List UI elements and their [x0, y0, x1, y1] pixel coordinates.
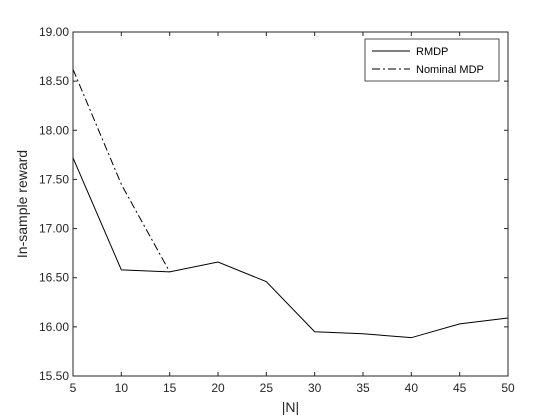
legend-box	[364, 38, 500, 82]
x-tick-label: 40	[405, 381, 419, 395]
y-tick-label: 15.50	[39, 369, 69, 383]
y-tick-label: 19.00	[39, 25, 69, 39]
y-tick-label: 17.00	[39, 222, 69, 236]
x-tick-label: 45	[453, 381, 467, 395]
x-axis-title: |N|	[282, 399, 299, 415]
x-tick-label: 15	[163, 381, 177, 395]
axis-ticks: 5 10 15 20 25 30 35 40 45 50 15.50 16.00 16.50 17.00 1…	[39, 25, 515, 395]
plot-frame	[72, 31, 509, 377]
y-axis-title: In-sample reward	[14, 150, 30, 258]
series-line-rmdp	[72, 157, 509, 339]
y-tick-label: 18.50	[39, 74, 69, 88]
x-tick-label: 5	[70, 381, 77, 395]
x-tick-label: 30	[308, 381, 322, 395]
legend-label-rmdp: RMDP	[416, 46, 448, 58]
x-tick-label: 10	[115, 381, 129, 395]
x-tick-label: 25	[260, 381, 274, 395]
y-tick-label: 18.00	[39, 123, 69, 137]
series-line-nominal-mdp	[72, 69, 171, 273]
plot-area	[73, 32, 508, 376]
y-tick-label: 16.50	[39, 271, 69, 285]
series-lines	[72, 69, 509, 339]
y-tick-label: 17.50	[39, 172, 69, 186]
x-tick-label: 50	[501, 381, 515, 395]
legend-label-nominal-mdp: Nominal MDP	[416, 64, 484, 76]
y-tick-label: 16.00	[39, 320, 69, 334]
x-tick-label: 20	[211, 381, 225, 395]
x-tick-label: 35	[356, 381, 370, 395]
legend: RMDP Nominal MDP	[364, 38, 500, 82]
